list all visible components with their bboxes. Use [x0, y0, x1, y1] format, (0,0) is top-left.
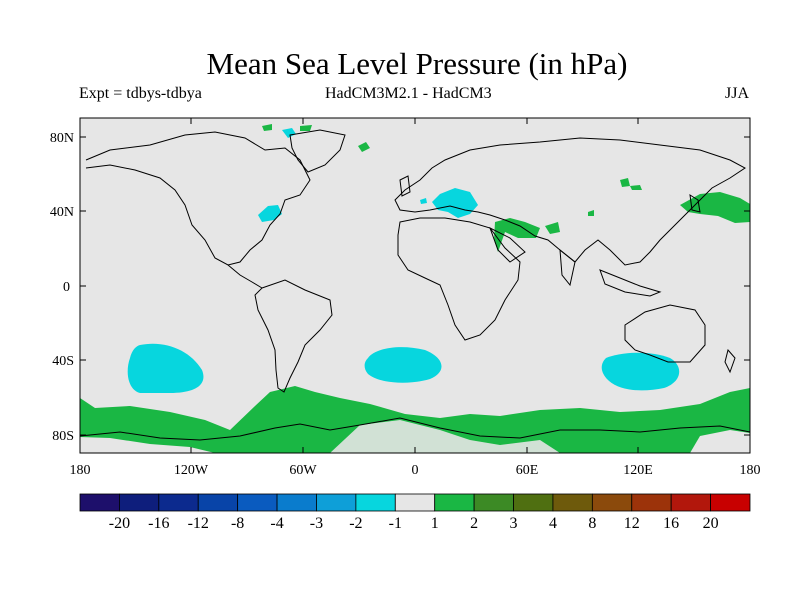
- colorbar-label: -12: [188, 515, 209, 532]
- colorbar-label: 12: [624, 515, 640, 532]
- lon-label-180e: 180: [740, 463, 761, 478]
- lat-label-40s: 40S: [52, 354, 74, 369]
- coastline-north-america: [85, 131, 311, 266]
- colorbar-swatch: [710, 493, 751, 512]
- colorbar-label: 3: [510, 515, 518, 532]
- coastline-africa: [397, 217, 521, 341]
- positive-anomaly-southern-ocean: [80, 386, 750, 453]
- colorbar-swatch: [158, 493, 199, 512]
- lat-label-80n: 80N: [50, 131, 74, 146]
- colorbar-label: 2: [470, 515, 478, 532]
- colorbar-label: 4: [549, 515, 557, 532]
- lon-label-0: 0: [412, 463, 419, 478]
- lat-label-40n: 40N: [50, 205, 74, 220]
- negative-anomaly-south-indian: [601, 352, 680, 391]
- colorbar-swatch: [79, 493, 120, 512]
- coastline-australia: [624, 304, 706, 363]
- colorbar-label: 16: [663, 515, 679, 532]
- lon-tick-marks: [79, 118, 639, 453]
- colorbar-swatch: [591, 493, 633, 512]
- negative-anomaly-south-pacific: [127, 343, 204, 393]
- colorbar-swatch: [631, 493, 672, 512]
- coastline-greenland: [289, 129, 346, 173]
- colorbar-label: -4: [270, 515, 283, 532]
- lon-label-60e: 60E: [516, 463, 539, 478]
- colorbar-label: -1: [389, 515, 402, 532]
- colorbar-swatch: [473, 493, 514, 512]
- colorbar-label: 20: [703, 515, 719, 532]
- lat-tick-marks: [80, 136, 750, 436]
- coastline-eurasia: [394, 137, 746, 266]
- colorbar-label: 1: [431, 515, 439, 532]
- colorbar-swatch: [237, 493, 278, 512]
- lon-label-120w: 120W: [174, 463, 209, 478]
- season-label: JJA: [725, 85, 750, 102]
- colorbar: -20 -16 -12 -8 -4 -3 -2 -1 1 2 3 4 8 12 16 20: [79, 493, 751, 532]
- colorbar-swatch: [276, 493, 317, 512]
- lat-tick-labels: 80N 40N 0 40S 80S: [50, 131, 74, 444]
- map-plot-area: [80, 118, 750, 453]
- positive-anomaly-middle-east: [494, 218, 540, 252]
- lat-label-80s: 80S: [52, 429, 74, 444]
- colorbar-swatch: [119, 493, 160, 512]
- colorbar-swatch: [552, 493, 593, 512]
- lon-label-60w: 60W: [289, 463, 317, 478]
- colorbar-swatch: [355, 493, 396, 512]
- colorbar-label: -2: [349, 515, 362, 532]
- coastlines: [79, 129, 751, 441]
- lon-label-120e: 120E: [623, 463, 653, 478]
- colorbar-swatch: [670, 493, 711, 512]
- colorbar-swatch: [394, 493, 436, 512]
- model-comparison-label: HadCM3M2.1 - HadCM3: [325, 85, 492, 102]
- lon-tick-labels: 180 120W 60W 0 60E 120E 180: [70, 463, 761, 478]
- negative-anomaly-south-atlantic: [364, 347, 442, 383]
- colorbar-label: -3: [310, 515, 323, 532]
- colorbar-swatch: [434, 493, 475, 512]
- experiment-label: Expt = tdbys-tdbya: [79, 85, 202, 102]
- colorbar-label: -8: [231, 515, 244, 532]
- colorbar-swatch: [197, 493, 239, 512]
- lon-label-180w: 180: [70, 463, 91, 478]
- colorbar-label: -16: [148, 515, 169, 532]
- pressure-anomaly-fills: [80, 124, 750, 453]
- coastline-south-america: [254, 279, 333, 393]
- lat-label-0: 0: [63, 280, 70, 295]
- colorbar-label: 8: [588, 515, 596, 532]
- coastline-antarctica: [79, 417, 751, 441]
- map-title: Mean Sea Level Pressure (in hPa): [206, 46, 628, 81]
- colorbar-swatch: [316, 493, 357, 512]
- colorbar-swatch: [513, 493, 554, 512]
- colorbar-label: -20: [109, 515, 130, 532]
